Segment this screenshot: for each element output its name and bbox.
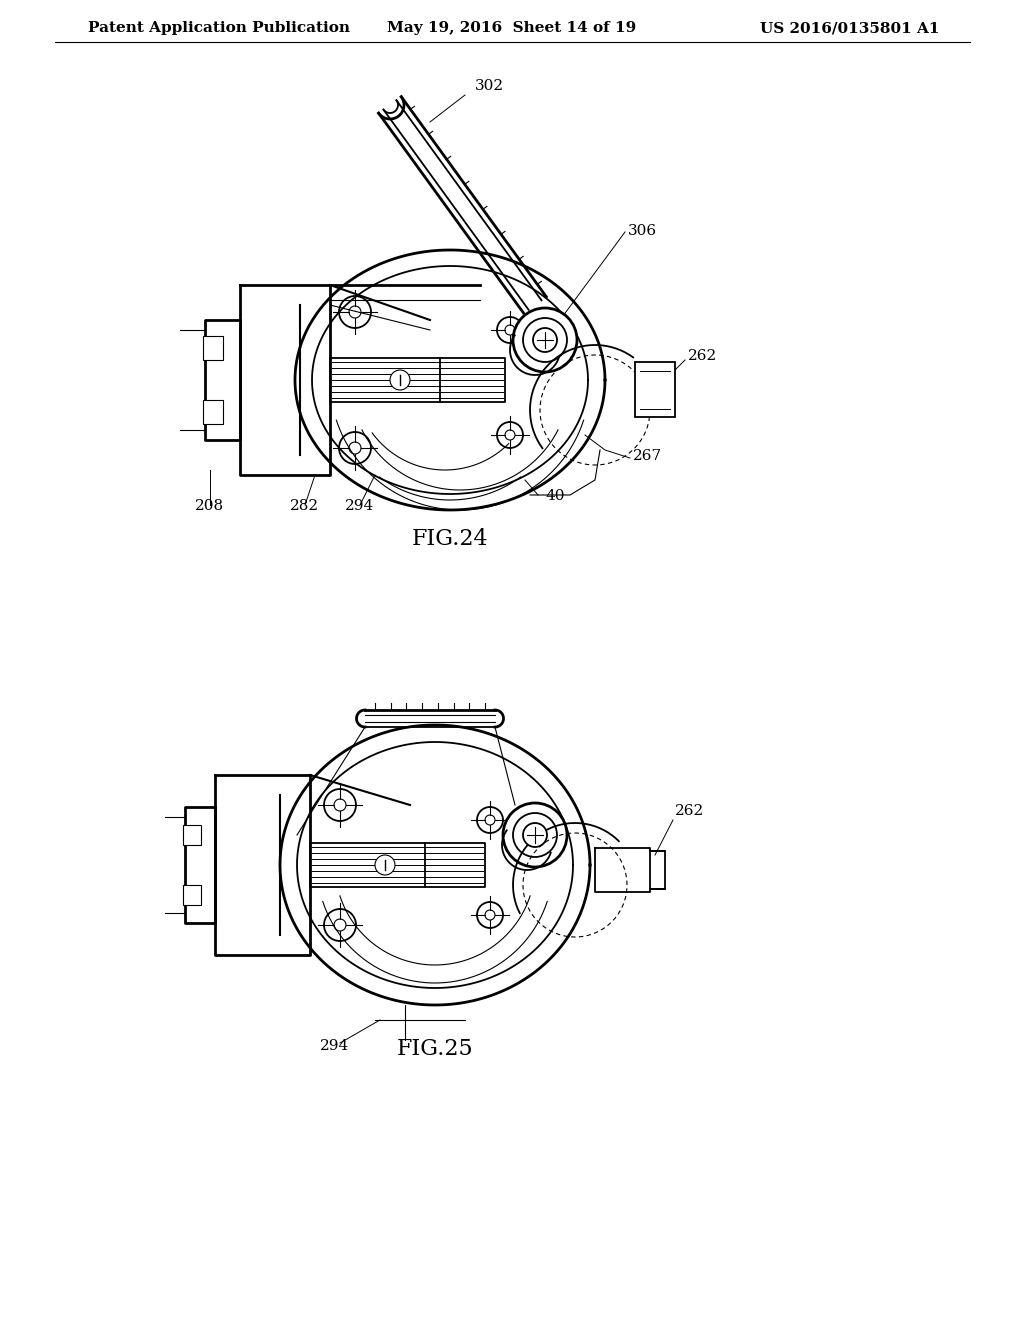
Text: 294: 294 (319, 1039, 349, 1053)
Text: 306: 306 (628, 224, 657, 238)
Text: 294: 294 (345, 499, 374, 513)
Text: FIG.24: FIG.24 (412, 528, 488, 550)
Text: FIG.25: FIG.25 (396, 1038, 473, 1060)
Bar (183, 825, 201, 845)
Text: 267: 267 (633, 449, 663, 463)
Text: Patent Application Publication: Patent Application Publication (88, 21, 350, 36)
Text: US 2016/0135801 A1: US 2016/0135801 A1 (761, 21, 940, 36)
Text: 282: 282 (290, 499, 319, 513)
Bar (203, 337, 223, 360)
Text: 208: 208 (195, 499, 224, 513)
Bar (203, 400, 223, 424)
Text: 40: 40 (545, 488, 564, 503)
Circle shape (375, 855, 395, 875)
Bar (635, 362, 675, 417)
Text: 262: 262 (675, 804, 705, 818)
Circle shape (503, 803, 567, 867)
Circle shape (513, 308, 577, 372)
Circle shape (523, 822, 547, 847)
Text: 262: 262 (688, 348, 717, 363)
Bar (183, 884, 201, 906)
Text: May 19, 2016  Sheet 14 of 19: May 19, 2016 Sheet 14 of 19 (387, 21, 637, 36)
Circle shape (534, 327, 557, 352)
Circle shape (390, 370, 410, 389)
Text: 302: 302 (475, 79, 504, 92)
